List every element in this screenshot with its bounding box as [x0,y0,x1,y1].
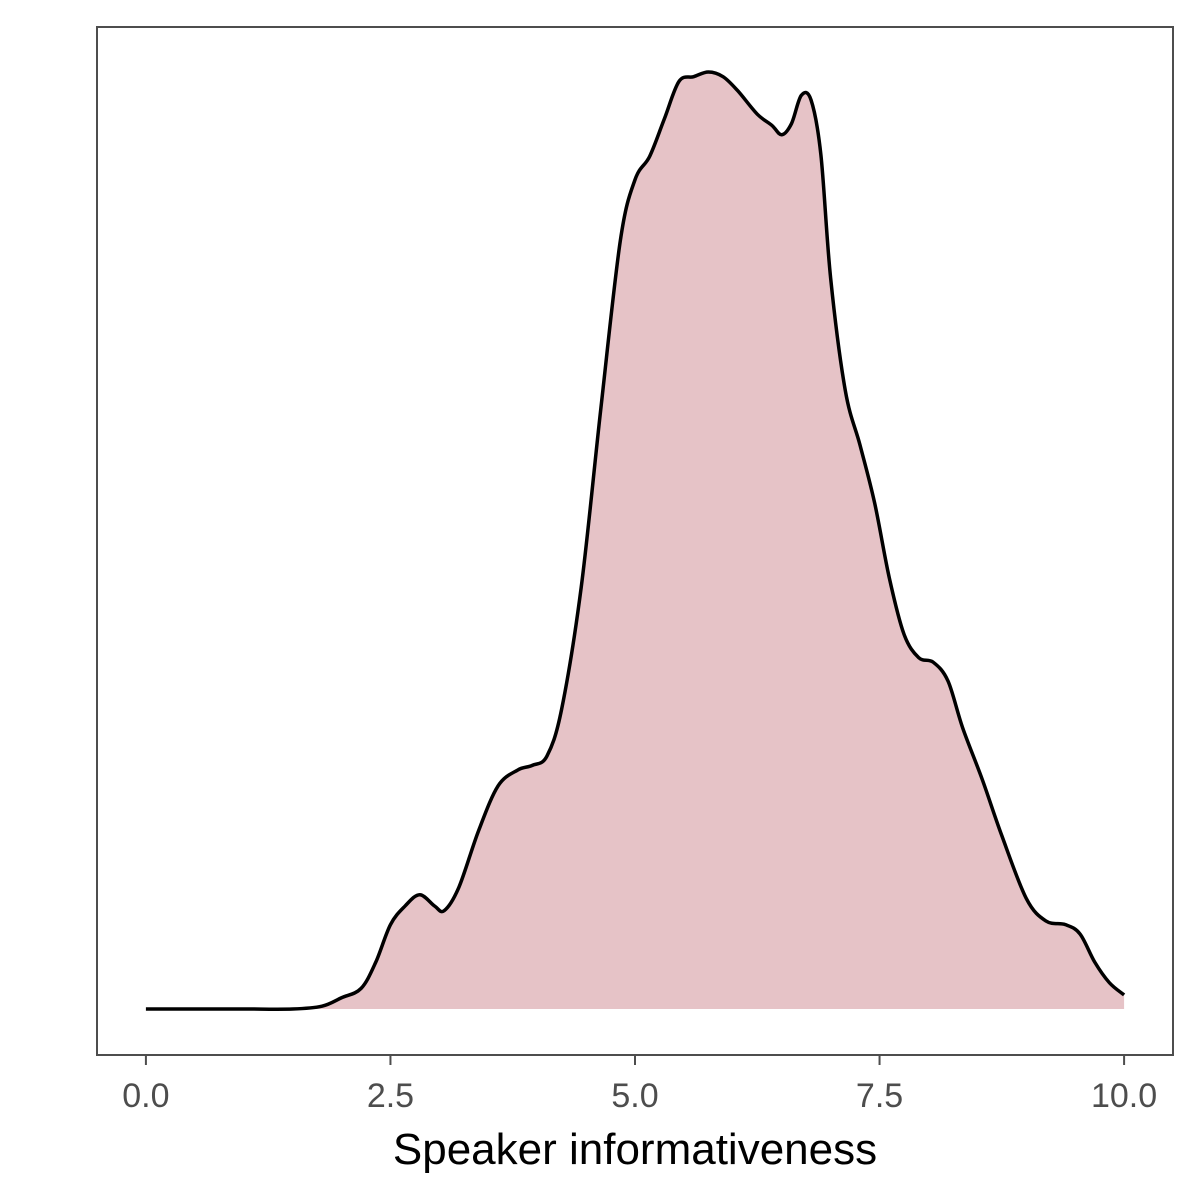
density-area [145,72,1125,1010]
x-tick-label: 7.5 [856,1077,903,1115]
density-line [145,70,1126,1011]
x-tick-label: 10.0 [1091,1077,1157,1115]
x-tick-label: 5.0 [611,1077,658,1115]
x-tick-label: 2.5 [367,1077,414,1115]
x-axis: 0.0 2.5 5.0 7.5 10.0 [122,1055,1157,1115]
x-tick-label: 0.0 [122,1077,169,1115]
x-axis-title: Speaker informativeness [393,1125,877,1174]
